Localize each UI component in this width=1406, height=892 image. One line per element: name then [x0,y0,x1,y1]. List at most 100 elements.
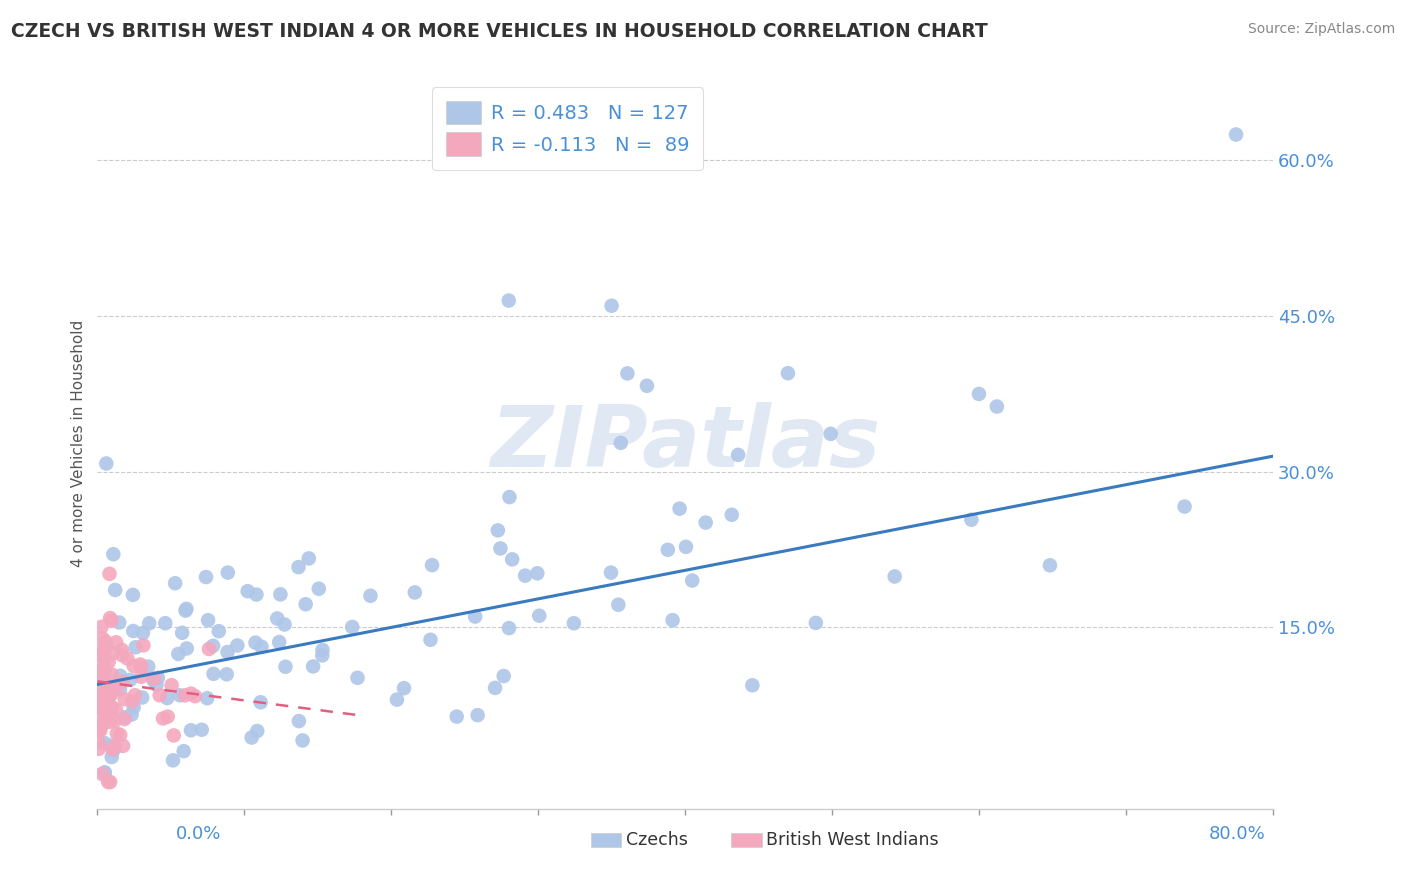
Point [90,697,112,711]
Point [195,570,218,584]
Point [202,639,225,653]
Point [100,614,122,628]
Point [142,673,165,687]
Point [98,687,121,701]
Point [291,733,314,747]
Point [498,490,520,504]
Point [311,643,333,657]
Point [152,711,174,725]
Point [93,684,115,698]
Point [96,457,118,471]
Point [98,611,121,625]
Point [122,588,145,602]
Point [226,639,249,653]
Point [98,566,121,581]
Point [250,640,273,654]
Point [91,718,114,732]
Point [883,569,905,583]
Point [169,688,191,702]
Point [467,708,489,723]
Point [600,566,623,580]
Point [190,723,212,737]
Point [249,695,271,709]
Point [245,588,267,602]
Point [105,635,128,649]
Point [91,679,114,693]
Point [616,367,638,381]
Point [464,609,486,624]
Point [288,714,311,728]
Point [87,666,110,681]
Point [269,635,291,649]
Point [172,625,194,640]
Point [90,671,112,685]
Point [94,634,117,648]
Point [91,632,114,646]
Point [104,739,127,754]
Point [1174,500,1197,514]
Point [419,632,441,647]
Point [217,566,239,580]
Text: Czechs: Czechs [626,831,688,849]
Point [167,647,190,661]
Point [217,645,239,659]
Point [269,587,291,601]
Text: 0.0%: 0.0% [176,825,221,843]
Point [91,663,114,677]
Point [184,689,207,703]
Point [529,608,551,623]
Point [236,584,259,599]
Point [122,624,145,638]
Point [97,655,120,669]
Point [311,648,333,663]
Point [245,635,267,649]
Point [98,714,121,729]
Point [93,765,115,780]
Point [104,582,127,597]
Point [120,673,142,687]
Point [198,642,221,657]
Point [160,678,183,692]
Point [197,613,219,627]
Point [132,626,155,640]
Point [202,666,225,681]
Point [155,616,177,631]
Point [804,615,827,630]
Point [294,597,316,611]
Point [97,690,120,704]
Point [93,652,115,666]
Point [180,723,202,738]
Point [129,657,152,672]
Point [274,659,297,673]
Point [103,742,125,756]
Point [156,691,179,706]
Point [661,613,683,627]
Point [287,560,309,574]
Point [489,541,512,556]
Text: British West Indians: British West Indians [766,831,939,849]
Point [820,426,842,441]
Point [986,400,1008,414]
Point [668,501,690,516]
Point [111,674,134,689]
Point [90,643,112,657]
Point [741,678,763,692]
Text: CZECH VS BRITISH WEST INDIAN 4 OR MORE VEHICLES IN HOUSEHOLD CORRELATION CHART: CZECH VS BRITISH WEST INDIAN 4 OR MORE V… [11,22,988,41]
Point [93,675,115,690]
Point [91,647,114,661]
Point [93,765,115,780]
Point [111,648,134,663]
Point [600,299,623,313]
Point [695,516,717,530]
Text: ZIPatlas: ZIPatlas [489,401,880,484]
Point [146,671,169,685]
Point [446,709,468,723]
Point [108,615,131,630]
Point [173,744,195,758]
Point [1039,558,1062,573]
Point [94,698,117,712]
Point [149,688,172,702]
Point [100,750,122,764]
Point [498,621,520,635]
Text: 80.0%: 80.0% [1209,825,1265,843]
